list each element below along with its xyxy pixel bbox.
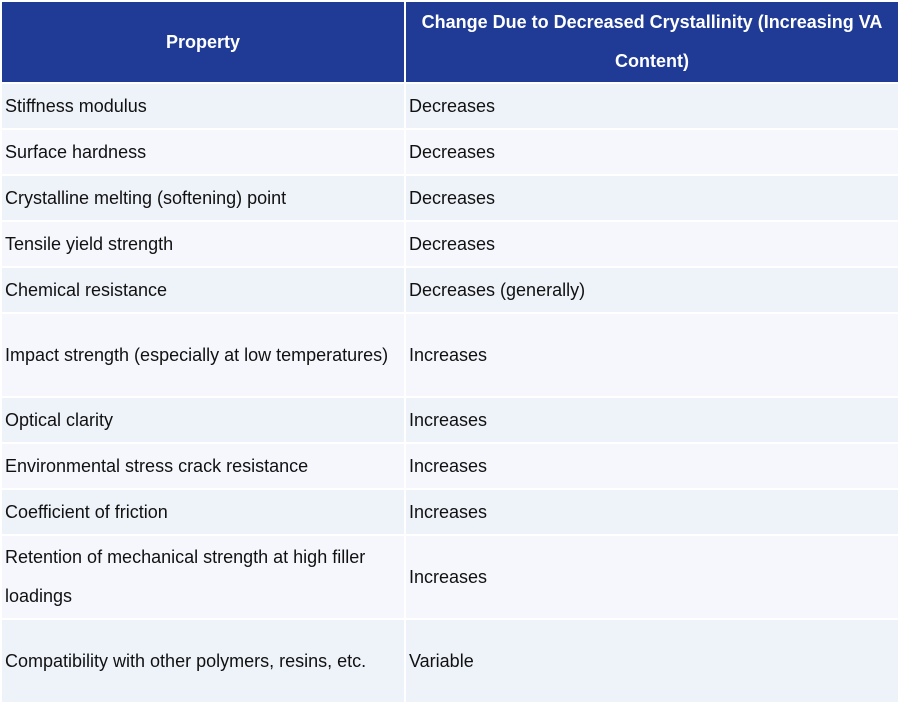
- table-row: Optical clarity Increases: [2, 398, 898, 442]
- property-cell: Surface hardness: [2, 130, 404, 174]
- table-row: Crystalline melting (softening) point Dec…: [2, 176, 898, 220]
- change-cell: Increases: [406, 398, 898, 442]
- change-cell: Variable: [406, 620, 898, 702]
- property-cell: Stiffness modulus: [2, 84, 404, 128]
- change-cell: Increases: [406, 536, 898, 618]
- property-cell: Impact strength (especially at low tempe…: [2, 314, 404, 396]
- property-cell: Compatibility with other polymers, resin…: [2, 620, 404, 702]
- property-cell: Chemical resistance: [2, 268, 404, 312]
- change-cell: Decreases: [406, 222, 898, 266]
- table-row: Impact strength (especially at low tempe…: [2, 314, 898, 396]
- table-row: Compatibility with other polymers, resin…: [2, 620, 898, 702]
- property-cell: Environmental stress crack resistance: [2, 444, 404, 488]
- table-row: Stiffness modulus Decreases: [2, 84, 898, 128]
- change-cell: Increases: [406, 444, 898, 488]
- property-cell: Retention of mechanical strength at high…: [2, 536, 404, 618]
- table-row: Surface hardness Decreases: [2, 130, 898, 174]
- change-cell: Increases: [406, 314, 898, 396]
- header-row: Property Change Due to Decreased Crystal…: [2, 2, 898, 82]
- property-cell: Coefficient of friction: [2, 490, 404, 534]
- table-body: Stiffness modulus Decreases Surface hardne…: [2, 84, 898, 702]
- table-row: Environmental stress crack resistance Inc…: [2, 444, 898, 488]
- change-cell: Increases: [406, 490, 898, 534]
- table-row: Tensile yield strength Decreases: [2, 222, 898, 266]
- header-cell: Change Due to Decreased Crystallinity (I…: [406, 2, 898, 82]
- property-cell: Tensile yield strength: [2, 222, 404, 266]
- header-cell: Property: [2, 2, 404, 82]
- property-cell: Crystalline melting (softening) point: [2, 176, 404, 220]
- change-cell: Decreases: [406, 84, 898, 128]
- table-row: Coefficient of friction Increases: [2, 490, 898, 534]
- change-cell: Decreases: [406, 130, 898, 174]
- table-row: Chemical resistance Decreases (generally): [2, 268, 898, 312]
- change-cell: Decreases (generally): [406, 268, 898, 312]
- change-cell: Decreases: [406, 176, 898, 220]
- property-cell: Optical clarity: [2, 398, 404, 442]
- table-row: Retention of mechanical strength at high…: [2, 536, 898, 618]
